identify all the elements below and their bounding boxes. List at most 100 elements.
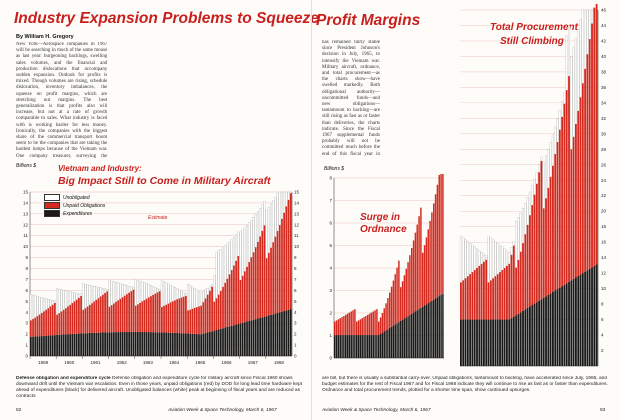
bar-unobligated xyxy=(193,288,196,308)
bar-expenditure xyxy=(515,315,518,366)
bar-unpaid xyxy=(547,187,550,295)
bar-expenditure xyxy=(422,306,424,358)
bar-unobligated xyxy=(158,289,161,292)
bar-unpaid xyxy=(506,265,508,320)
bar-expenditure xyxy=(67,334,69,356)
legend-unpaid: Unpaid Obligations xyxy=(44,202,105,210)
bar-expenditure xyxy=(478,319,481,366)
bar-unobligated xyxy=(69,291,72,305)
bar-unobligated xyxy=(206,288,209,295)
bar-unpaid xyxy=(204,298,207,334)
y-tick: 7 xyxy=(329,198,332,203)
bar-expenditure xyxy=(387,329,389,358)
bar-unpaid xyxy=(58,313,61,335)
bar-expenditure xyxy=(526,307,529,366)
bar-expenditure xyxy=(575,277,577,366)
bar-expenditure xyxy=(278,312,281,356)
bar-unobligated xyxy=(485,255,488,260)
bar-expenditure xyxy=(289,309,292,356)
bar-unobligated xyxy=(73,292,76,302)
bar-unpaid xyxy=(110,305,113,333)
y-tick-left: 0 xyxy=(25,354,28,359)
bar-expenditure xyxy=(361,335,363,358)
bar-unpaid xyxy=(195,307,198,335)
bar-expenditure xyxy=(259,317,261,356)
bar-unobligated xyxy=(565,35,568,91)
bar-expenditure xyxy=(56,334,58,356)
bar-unpaid xyxy=(287,199,290,310)
bar-unpaid xyxy=(88,304,91,334)
bar-unobligated xyxy=(108,280,111,307)
bar-unpaid xyxy=(237,256,240,324)
bar-unpaid xyxy=(460,282,462,320)
bar-expenditure xyxy=(219,328,222,356)
bar-unpaid xyxy=(383,308,385,332)
bar-unobligated xyxy=(533,179,536,195)
bar-unobligated xyxy=(287,191,290,200)
bar-expenditure xyxy=(469,319,472,366)
bar-unpaid xyxy=(145,298,148,333)
bar-expenditure xyxy=(95,332,98,356)
bar-expenditure xyxy=(213,330,216,356)
bar-expenditure xyxy=(104,332,106,356)
bar-unobligated xyxy=(281,191,283,220)
legend-unobligated: Unobligated xyxy=(44,194,105,202)
left-page-number: 82 xyxy=(16,408,22,413)
y-tick: 36 xyxy=(601,85,607,90)
y-tick-right: 9 xyxy=(294,255,297,260)
bar-unpaid xyxy=(352,310,354,336)
bar-expenditure xyxy=(71,333,74,356)
bar-expenditure xyxy=(416,310,418,358)
bar-unpaid xyxy=(469,274,472,320)
bar-unpaid xyxy=(119,298,122,333)
y-tick: 4 xyxy=(601,333,604,338)
bar-expenditure xyxy=(542,297,545,366)
bar-expenditure xyxy=(193,333,196,356)
bar-unpaid xyxy=(43,311,45,336)
bar-expenditure xyxy=(185,333,187,356)
bar-unpaid xyxy=(341,317,343,336)
bar-unobligated xyxy=(263,201,266,226)
bar-unpaid xyxy=(215,298,218,331)
y-tick: 6 xyxy=(329,221,332,226)
bar-unpaid xyxy=(372,311,374,336)
bar-unpaid xyxy=(394,274,396,325)
bar-unpaid xyxy=(73,301,76,334)
bar-expenditure xyxy=(211,331,213,356)
bar-unobligated xyxy=(75,292,78,300)
bar-expenditure xyxy=(398,322,400,358)
bar-unobligated xyxy=(93,286,96,302)
bar-unobligated xyxy=(121,284,124,298)
y-tick: 30 xyxy=(601,131,607,136)
bar-unobligated xyxy=(531,185,534,206)
bar-unpaid xyxy=(54,302,56,336)
bar-unpaid xyxy=(368,313,371,336)
bar-unpaid xyxy=(209,290,211,332)
bar-expenditure xyxy=(425,304,428,358)
bar-expenditure xyxy=(429,301,431,358)
bar-unobligated xyxy=(150,285,152,297)
y-tick: 44 xyxy=(601,23,607,28)
bar-expenditure xyxy=(370,335,373,358)
bar-unobligated xyxy=(563,91,566,104)
bar-unobligated xyxy=(489,237,492,281)
bar-unpaid xyxy=(30,320,32,337)
bar-expenditure xyxy=(217,329,220,356)
bar-unobligated xyxy=(128,286,131,293)
bar-unobligated xyxy=(47,299,50,309)
bar-expenditure xyxy=(178,333,181,356)
y-tick: 4 xyxy=(329,266,332,271)
bar-unpaid xyxy=(345,314,347,336)
bar-unpaid xyxy=(80,296,82,334)
y-tick-left: 6 xyxy=(25,288,28,293)
bar-expenditure xyxy=(531,305,534,366)
bar-expenditure xyxy=(112,332,115,356)
bar-expenditure xyxy=(132,331,135,356)
bar-expenditure xyxy=(593,265,596,366)
y-tick-left: 3 xyxy=(25,321,28,326)
bar-expenditure xyxy=(438,296,440,358)
bar-unpaid xyxy=(49,306,52,336)
bar-unobligated xyxy=(561,101,564,117)
bar-unobligated xyxy=(160,280,163,308)
bar-unpaid xyxy=(405,268,407,318)
